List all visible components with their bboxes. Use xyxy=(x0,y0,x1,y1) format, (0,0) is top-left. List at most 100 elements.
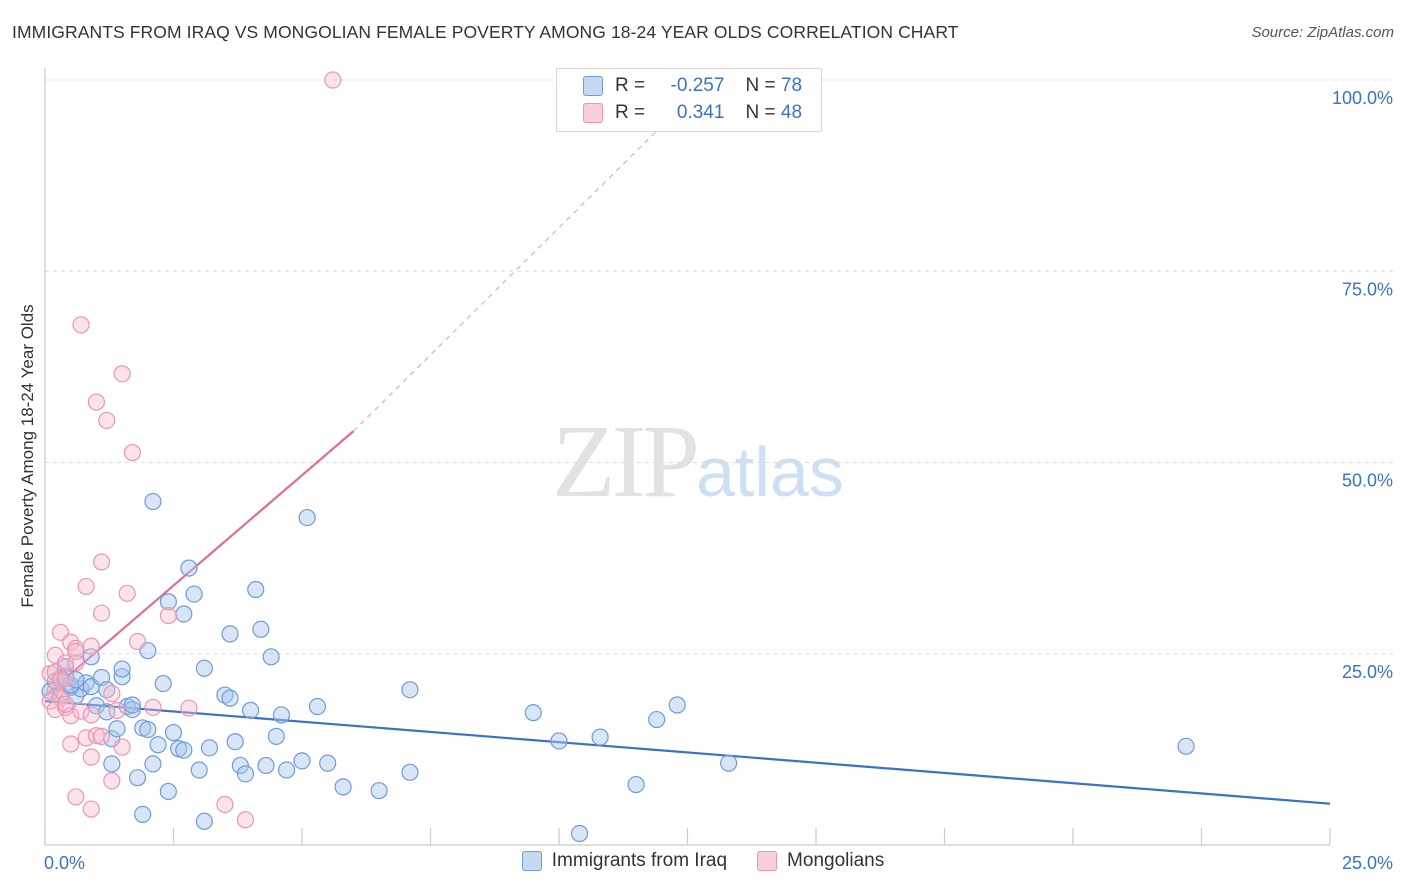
x-tick-label: 25.0% xyxy=(1342,853,1393,873)
point-iraq xyxy=(221,689,239,707)
point-iraq xyxy=(308,697,327,716)
legend-row-mongolians: R = 0.341 N = 48 xyxy=(583,100,802,126)
point-iraq xyxy=(175,605,193,623)
legend-r-label: R = xyxy=(615,102,646,123)
point-iraq xyxy=(87,697,106,715)
point-iraq xyxy=(149,736,167,754)
point-iraq xyxy=(164,723,183,742)
point-mongolians xyxy=(92,727,111,745)
point-iraq xyxy=(293,752,311,770)
series-legend: Immigrants from Iraq Mongolians xyxy=(0,850,1406,872)
point-mongolians xyxy=(113,738,131,756)
point-iraq xyxy=(242,701,260,719)
point-iraq xyxy=(231,756,249,775)
legend-label-iraq: Immigrants from Iraq xyxy=(551,850,728,871)
legend-r-value: 0.341 xyxy=(676,102,725,123)
y-tick-label: 100.0% xyxy=(1332,88,1393,108)
point-mongolians xyxy=(51,623,70,641)
point-iraq xyxy=(272,706,291,724)
point-mongolians xyxy=(324,71,342,89)
point-iraq xyxy=(1177,737,1195,755)
point-iraq xyxy=(370,782,388,800)
legend-row-iraq: R = -0.257 N = 78 xyxy=(583,73,802,99)
zipatlas-watermark: ZIPatlas xyxy=(552,402,844,521)
point-iraq xyxy=(627,775,645,794)
point-mongolians xyxy=(128,632,147,651)
point-mongolians xyxy=(216,795,234,814)
point-mongolians xyxy=(56,669,75,687)
point-iraq xyxy=(175,741,193,759)
point-mongolians xyxy=(87,727,106,745)
point-mongolians xyxy=(118,584,136,602)
source-note: Source: ZipAtlas.com xyxy=(1251,24,1394,41)
point-iraq xyxy=(298,508,316,527)
point-iraq xyxy=(247,580,265,599)
point-iraq xyxy=(401,681,419,699)
point-mongolians xyxy=(236,811,255,829)
trend-line-mongolians-extrapolated xyxy=(352,79,709,432)
point-mongolians xyxy=(92,604,111,622)
point-iraq xyxy=(277,761,296,779)
point-iraq xyxy=(144,755,162,773)
point-mongolians xyxy=(87,393,106,411)
watermark-atlas: atlas xyxy=(696,433,844,511)
y-axis-label: Female Poverty Among 18-24 Year Olds xyxy=(18,304,37,608)
legend-r-label: R = xyxy=(615,75,646,96)
point-mongolians xyxy=(113,365,131,383)
point-iraq xyxy=(190,761,208,779)
point-mongolians xyxy=(77,577,95,596)
point-iraq xyxy=(648,710,666,729)
point-iraq xyxy=(103,755,121,773)
y-tick-label: 25.0% xyxy=(1342,662,1393,682)
point-mongolians xyxy=(92,553,111,571)
point-iraq xyxy=(221,625,239,643)
point-iraq xyxy=(257,756,275,775)
point-mongolians xyxy=(82,800,100,818)
point-mongolians xyxy=(67,642,85,661)
point-mongolians xyxy=(67,788,85,806)
legend-n-value: 48 xyxy=(780,102,803,123)
point-mongolians xyxy=(82,748,100,766)
point-iraq xyxy=(668,696,686,714)
point-iraq xyxy=(524,704,542,722)
point-mongolians xyxy=(98,411,116,430)
legend-swatch-pink xyxy=(757,851,778,871)
point-mongolians xyxy=(103,684,121,703)
y-tick-label: 50.0% xyxy=(1342,471,1393,491)
point-iraq xyxy=(139,720,157,739)
chart-title: IMMIGRANTS FROM IRAQ VS MONGOLIAN FEMALE… xyxy=(12,22,959,42)
point-iraq xyxy=(159,593,177,611)
legend-swatch-blue xyxy=(583,76,603,96)
point-iraq xyxy=(180,559,198,577)
point-iraq xyxy=(401,763,419,781)
point-iraq xyxy=(128,769,147,787)
point-iraq xyxy=(195,812,213,830)
trend-line-iraq xyxy=(44,700,1331,805)
tick-labels: 25.0% 50.0% 75.0% 100.0% 0.0% 25.0% xyxy=(44,88,1393,873)
legend-item-iraq[interactable]: Immigrants from Iraq xyxy=(521,850,728,872)
legend-swatch-pink xyxy=(583,103,603,123)
point-iraq xyxy=(720,754,738,772)
watermark-zip: ZIP xyxy=(552,404,700,519)
point-iraq xyxy=(319,754,337,772)
point-iraq xyxy=(591,728,609,746)
point-mongolians xyxy=(62,735,80,753)
point-iraq xyxy=(123,696,141,714)
point-mongolians xyxy=(123,443,141,462)
point-iraq xyxy=(550,732,568,750)
correlation-legend: R = -0.257 N = 78 R = 0.341 N = 48 xyxy=(556,68,822,132)
legend-n-label: N = xyxy=(745,102,776,123)
axes xyxy=(44,68,1331,846)
legend-item-mongolians[interactable]: Mongolians xyxy=(757,850,884,872)
point-mongolians xyxy=(180,699,198,717)
point-iraq xyxy=(570,824,589,843)
point-iraq xyxy=(144,492,162,511)
point-iraq xyxy=(113,660,131,678)
x-tick-label: 0.0% xyxy=(44,853,85,873)
legend-r-value: -0.257 xyxy=(670,75,725,96)
point-iraq xyxy=(200,739,219,757)
legend-n-label: N = xyxy=(745,75,776,96)
point-mongolians xyxy=(46,663,64,681)
point-iraq xyxy=(236,765,255,783)
